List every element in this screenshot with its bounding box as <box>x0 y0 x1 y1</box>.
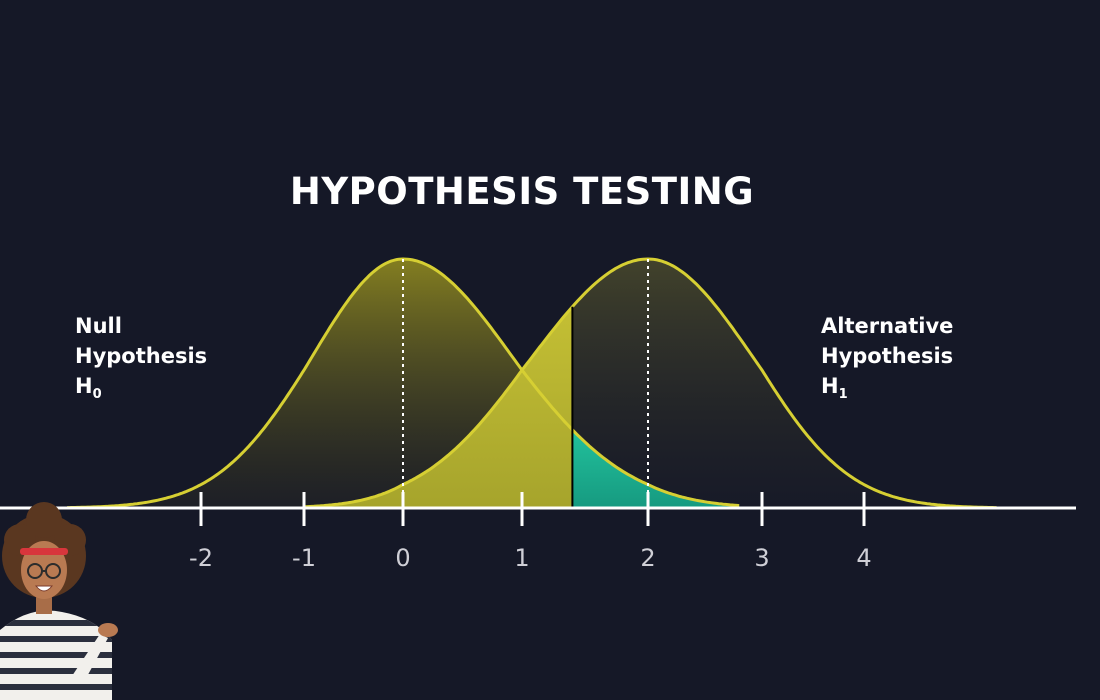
beta-region <box>304 306 573 508</box>
axis-tick-label: 0 <box>395 544 410 572</box>
alt-label-line2: Hypothesis <box>821 344 953 368</box>
axis-tick-label: -1 <box>292 544 316 572</box>
person-illustration <box>0 502 118 700</box>
alternative-hypothesis-label: Alternative Hypothesis H1 <box>821 314 953 402</box>
axis-tick-label: -2 <box>189 544 213 572</box>
alt-label-line1: Alternative <box>821 314 953 338</box>
axis-tick-label: 4 <box>856 544 871 572</box>
alpha-region <box>572 429 740 508</box>
diagram-title: HYPOTHESIS TESTING <box>290 170 754 213</box>
axis-tick-label: 1 <box>514 544 529 572</box>
null-label-line1: Null <box>75 314 122 338</box>
axis-tick-label: 3 <box>754 544 769 572</box>
null-label-line2: Hypothesis <box>75 344 207 368</box>
axis-ticks: -2 -1 0 1 2 3 4 <box>189 492 872 572</box>
null-label-symbol: H0 <box>75 374 102 402</box>
null-hypothesis-label: Null Hypothesis H0 <box>75 314 207 402</box>
alt-label-symbol: H1 <box>821 374 848 402</box>
null-distribution-curve <box>67 257 740 510</box>
axis-tick-label: 2 <box>640 544 655 572</box>
alternative-distribution-curve <box>303 257 997 510</box>
